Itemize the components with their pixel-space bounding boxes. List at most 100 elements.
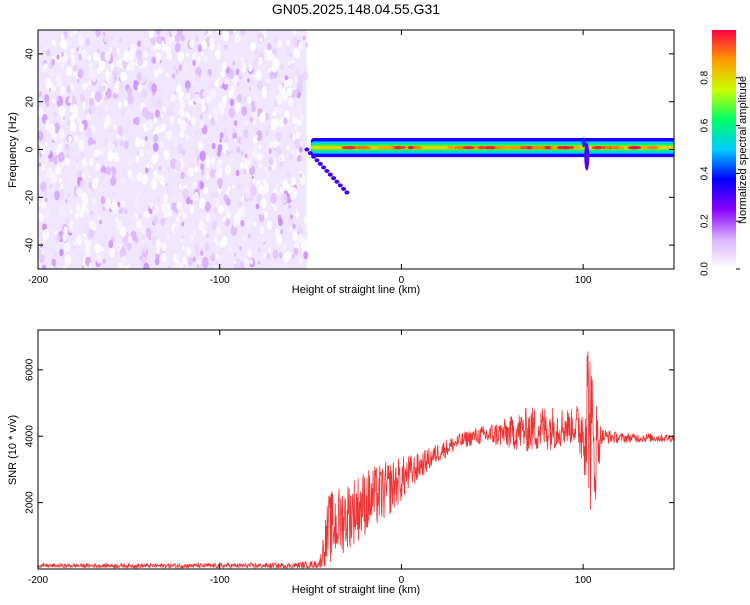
noise-cell [63,226,68,235]
noise-cell [234,260,237,265]
streak-cell [311,154,317,159]
noise-cell [237,93,243,103]
noise-cell [219,132,224,139]
noise-cell [117,126,124,137]
noise-cell [79,93,85,102]
noise-cell [115,66,122,76]
noise-cell [134,136,142,148]
noise-cell [97,106,104,117]
noise-cell [126,218,132,227]
noise-cell [105,166,112,176]
noise-cell [122,72,128,81]
noise-cell [273,35,278,43]
noise-cell [80,48,88,60]
signal-peak [447,145,455,150]
noise-cell [88,67,96,79]
noise-cell [73,64,78,72]
noise-cell [93,51,100,62]
noise-cell [99,219,102,225]
noise-cell [228,69,235,79]
noise-cell [77,97,81,102]
noise-cell [153,133,159,143]
noise-cell [115,216,119,223]
noise-cell [52,98,56,103]
noise-cell [93,149,100,159]
noise-cell [158,115,162,122]
noise-cell [203,186,208,195]
noise-cell [236,59,243,71]
noise-cell [127,157,133,167]
noise-cell [303,216,309,224]
noise-cell [280,193,288,205]
noise-cell [292,170,296,177]
noise-cell [295,68,300,76]
noise-cell [245,188,252,200]
noise-cell [285,169,291,179]
noise-cell [220,69,226,78]
noise-cell [114,81,119,89]
streak-cell [334,179,340,184]
noise-cell [299,140,303,146]
noise-cell [215,226,222,236]
noise-cell [148,30,155,39]
noise-cell [94,254,99,262]
noise-cell [116,48,120,54]
noise-cell [218,204,224,215]
noise-cell [96,213,101,221]
x-tick-label: -200 [28,575,48,586]
noise-cell [228,90,233,98]
noise-cell [54,190,60,201]
noise-cell [122,255,130,267]
noise-cell [158,66,163,75]
noise-cell [247,233,251,239]
noise-cell [221,212,225,217]
noise-cell [194,181,198,187]
noise-cell [208,114,212,120]
noise-cell [77,34,85,46]
spike-cell [584,142,590,171]
noise-cell [279,160,284,168]
noise-cell [69,65,72,70]
noise-cell [240,151,244,156]
noise-cell [51,258,57,267]
noise-cell [100,196,106,205]
noise-cell [72,245,76,251]
noise-cell [249,76,256,86]
noise-cell [172,49,178,60]
noise-cell [45,100,50,107]
noise-cell [150,95,157,106]
noise-cell [81,201,87,211]
streak-cell [331,176,337,181]
noise-cell [166,235,171,241]
noise-cell [200,250,204,256]
noise-cell [197,140,204,151]
noise-cell [127,235,133,244]
streak-cell [314,158,320,163]
noise-cell [302,36,306,41]
noise-cell [179,99,186,110]
noise-cell [95,30,101,37]
noise-cell [49,68,55,77]
noise-cell [254,48,259,56]
noise-cell [304,141,308,147]
noise-cell [298,41,304,51]
noise-cell [184,116,189,123]
noise-cell [244,153,248,159]
noise-cell [299,146,303,153]
noise-cell [242,158,247,165]
noise-cell [65,144,71,154]
noise-cell [267,247,271,253]
noise-cell [51,43,54,48]
colorbar-tick-label: 0.6 [700,118,711,132]
noise-cell [52,86,57,92]
noise-cell [236,146,241,154]
noise-cell [107,141,113,152]
noise-cell [248,63,253,72]
noise-cell [153,46,157,51]
noise-cell [155,98,163,109]
snr-axes: -200 -100 0 100 2000 4000 6000 [25,330,674,586]
noise-cell [282,243,287,252]
noise-cell [237,183,241,190]
noise-cell [277,39,283,48]
noise-cell [232,128,236,134]
